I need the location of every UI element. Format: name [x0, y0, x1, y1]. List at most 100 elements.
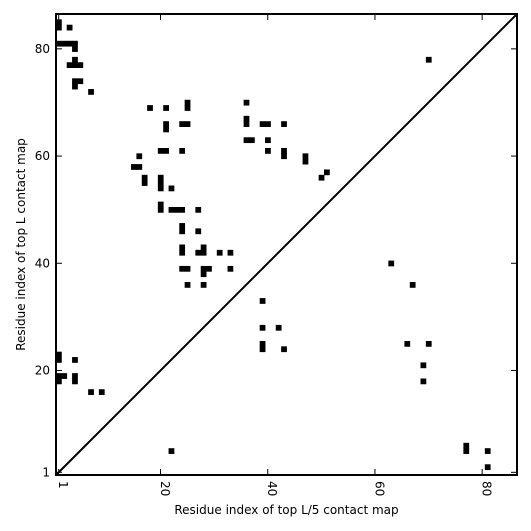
- upper-triangle-contacts: [56, 19, 330, 288]
- y-tick-label: 60: [35, 149, 50, 163]
- contact-cell: [259, 340, 266, 347]
- contact-cell: [200, 265, 207, 272]
- y-axis-label: Residue index of top L contact map: [14, 138, 28, 351]
- contact-cell: [179, 265, 186, 272]
- contact-cell: [275, 324, 282, 331]
- contact-cell: [179, 121, 186, 127]
- plot-frame: [55, 13, 518, 476]
- contact-cell: [184, 105, 191, 111]
- contact-cell: [88, 389, 94, 395]
- contact-cell: [216, 249, 223, 256]
- y-tick-label: 80: [35, 42, 50, 56]
- contact-cell: [72, 40, 78, 47]
- contact-cell: [168, 448, 175, 454]
- lower-triangle-contacts: [56, 56, 491, 471]
- contact-cell: [281, 121, 287, 127]
- contact-cell: [388, 260, 395, 267]
- contact-cell: [484, 464, 491, 471]
- contact-cell: [179, 148, 186, 154]
- contact-cell: [200, 244, 207, 251]
- contact-cell: [98, 389, 105, 395]
- contact-cell: [157, 206, 164, 213]
- x-axis-ticks: 1 20 40 60 80: [56, 14, 494, 496]
- contact-cell: [259, 298, 266, 304]
- contact-cell: [265, 121, 271, 127]
- contact-cell: [131, 164, 137, 170]
- x-tick-label: 80: [480, 481, 494, 496]
- contact-cell: [56, 373, 62, 379]
- contact-cell: [179, 206, 186, 213]
- contact-cell: [281, 148, 287, 154]
- contact-cell: [302, 158, 309, 165]
- contact-cell: [243, 137, 250, 144]
- contact-cell: [56, 40, 62, 47]
- contact-cell: [157, 201, 164, 208]
- contact-cell: [66, 62, 73, 69]
- contact-cell: [56, 19, 62, 26]
- contact-cell: [56, 357, 62, 363]
- contact-cell: [173, 206, 180, 213]
- contact-cell: [243, 99, 250, 106]
- contact-cell: [248, 137, 255, 144]
- contact-cell: [179, 223, 186, 229]
- contact-cell: [163, 121, 169, 127]
- contact-cell: [265, 148, 271, 154]
- contact-cell: [61, 373, 68, 379]
- contact-cell: [157, 185, 164, 192]
- contact-cell: [409, 282, 416, 288]
- contact-cell: [163, 148, 169, 154]
- contact-cell: [404, 340, 411, 347]
- contact-cell: [72, 373, 78, 379]
- contact-cell: [184, 282, 191, 288]
- contact-cell: [66, 40, 73, 47]
- contact-cell: [195, 206, 202, 213]
- contact-cell: [184, 121, 191, 127]
- contact-cell: [200, 282, 207, 288]
- y-axis-ticks: 1 20 40 60 80: [35, 42, 517, 479]
- contact-cell: [463, 442, 470, 449]
- contact-cell: [324, 169, 330, 176]
- contact-cell: [157, 148, 164, 154]
- contact-cell: [206, 265, 212, 272]
- contact-cell: [281, 346, 287, 353]
- contact-cell: [227, 265, 234, 272]
- contact-cell: [163, 126, 169, 133]
- contact-cell: [259, 346, 266, 353]
- contact-cell: [77, 78, 84, 85]
- diagonal-line: [55, 13, 518, 476]
- x-tick-label: 60: [372, 481, 386, 496]
- contact-cell: [420, 362, 427, 369]
- contact-cell: [141, 180, 148, 186]
- contact-cell: [56, 24, 62, 31]
- contact-cell: [168, 185, 175, 192]
- contact-cell: [88, 89, 94, 95]
- contact-cell: [259, 324, 266, 331]
- contact-cell: [281, 153, 287, 160]
- contact-cell: [184, 265, 191, 272]
- y-tick-label: 20: [35, 363, 50, 377]
- contact-cell: [136, 153, 143, 160]
- contact-cell: [72, 62, 78, 69]
- y-tick-label: 40: [35, 256, 50, 270]
- contact-cell: [77, 62, 84, 69]
- contact-cell: [200, 249, 207, 256]
- contact-cell: [463, 448, 470, 454]
- contact-cell: [179, 249, 186, 256]
- contact-cell: [72, 78, 78, 85]
- contact-cell: [157, 180, 164, 186]
- contact-cell: [179, 244, 186, 251]
- contact-cell: [72, 46, 78, 52]
- contact-cell: [72, 83, 78, 90]
- contact-cell: [195, 228, 202, 235]
- contact-cell: [420, 378, 427, 385]
- contact-cell: [227, 249, 234, 256]
- contact-cell: [484, 448, 491, 454]
- contact-cell: [56, 351, 62, 358]
- contact-cell: [72, 378, 78, 385]
- contact-cell: [136, 164, 143, 170]
- contact-cell: [195, 249, 202, 256]
- contact-cell: [318, 174, 325, 181]
- contact-cell: [200, 271, 207, 278]
- contact-cell: [163, 105, 169, 111]
- contact-cell: [61, 40, 68, 47]
